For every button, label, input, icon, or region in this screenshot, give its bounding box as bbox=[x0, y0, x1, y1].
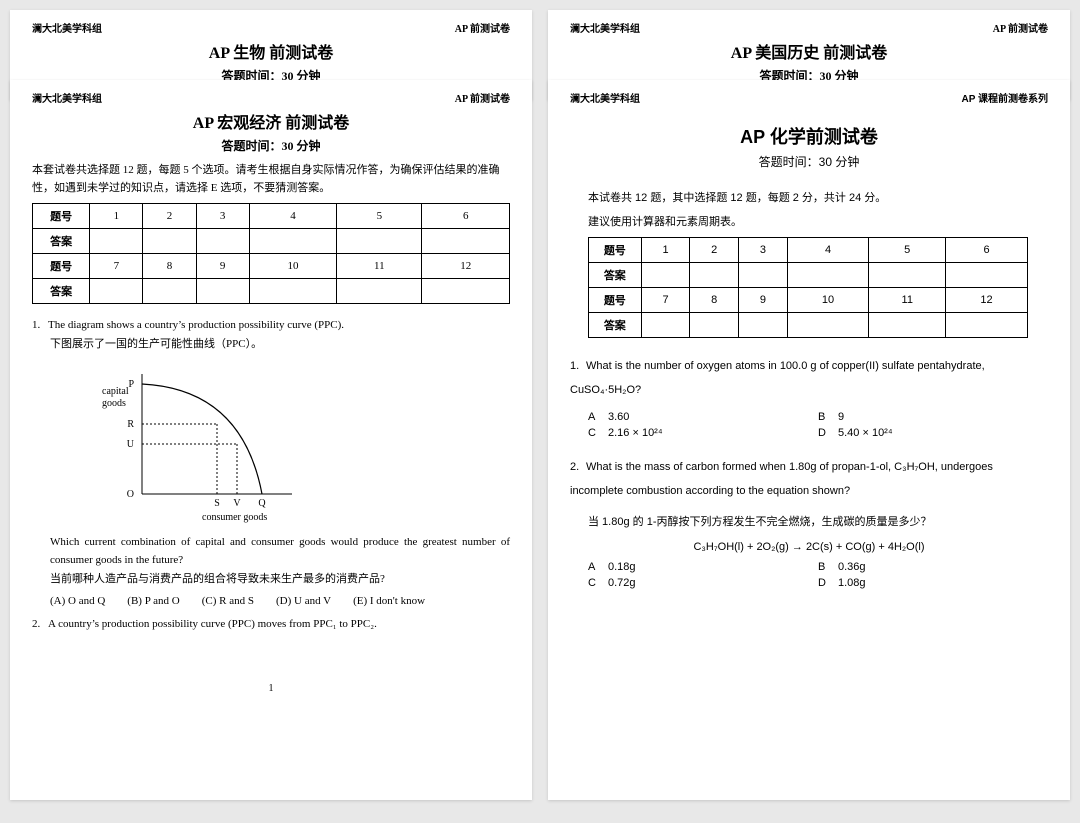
q1-options: (A) O and Q (B) P and O (C) R and S (D) … bbox=[32, 595, 510, 607]
chem-q2: 2.What is the mass of carbon formed when… bbox=[570, 455, 1048, 503]
svg-text:O: O bbox=[127, 489, 134, 500]
chem-q2-cn: 当 1.80g 的 1-丙醇按下列方程发生不完全燃烧，生成碳的质量是多少？ bbox=[570, 511, 1048, 533]
q1-ask-cn: 当前哪种人造产品与消费产品的组合将导致未来生产最多的消费产品? bbox=[32, 570, 510, 589]
bio-title: AP 生物 前测试卷 bbox=[32, 39, 510, 63]
svg-text:U: U bbox=[127, 439, 135, 450]
chem-q1: 1.What is the number of oxygen atoms in … bbox=[570, 354, 1048, 402]
answer-table: 题号 123 456 答案 题号 789 101112 答案 bbox=[32, 203, 510, 304]
econ-time: 答题时间：30 分钟 bbox=[32, 137, 510, 154]
org: 澜大北美学科组 bbox=[32, 90, 102, 105]
chem-q1-opts-ab: A3.60 B9 bbox=[570, 411, 1048, 423]
chem-q1-opts-cd: C2.16 × 10²⁴ D5.40 × 10²⁴ bbox=[570, 427, 1048, 439]
svg-text:capital: capital bbox=[102, 386, 129, 397]
svg-text:V: V bbox=[233, 498, 241, 509]
econ-title: AP 宏观经济 前测试卷 bbox=[32, 109, 510, 133]
econ-intro: 本套试卷共选择题 12 题，每题 5 个选项。请考生根据自身实际情况作答，为确保… bbox=[32, 162, 510, 197]
chem-q2-opts-cd: C0.72g D1.08g bbox=[570, 577, 1048, 589]
macroecon-page: 澜大北美学科组 AP 前测试卷 AP 宏观经济 前测试卷 答题时间：30 分钟 … bbox=[10, 80, 532, 800]
tag: AP 前测试卷 bbox=[993, 20, 1048, 35]
left-half: 澜大北美学科组 AP 前测试卷 AP 生物 前测试卷 答题时间：30 分钟 澜大… bbox=[10, 10, 532, 813]
tag: AP 前测试卷 bbox=[455, 90, 510, 105]
org: 澜大北美学科组 bbox=[32, 20, 102, 35]
svg-text:R: R bbox=[127, 419, 134, 430]
tag: AP 前测试卷 bbox=[455, 20, 510, 35]
chem-time: 答题时间：30 分钟 bbox=[570, 153, 1048, 170]
svg-text:Q: Q bbox=[258, 498, 266, 509]
chem-answer-table: 题号 123 456 答案 题号 789 101112 答案 bbox=[588, 237, 1028, 338]
chem-title: AP 化学前测试卷 bbox=[570, 123, 1048, 149]
q1: 1.The diagram shows a country’s producti… bbox=[32, 316, 510, 353]
q1-ask-en: Which current combination of capital and… bbox=[32, 533, 510, 570]
q2: 2.A country’s production possibility cur… bbox=[32, 615, 510, 634]
hist-title: AP 美国历史 前测试卷 bbox=[570, 39, 1048, 63]
chem-q2-eq: C₃H₇OH(l) + 2O₂(g) → 2C(s) + CO(g) + 4H₂… bbox=[570, 541, 1048, 553]
tag: AP 课程前测卷系列 bbox=[962, 90, 1049, 105]
page-number: 1 bbox=[32, 683, 510, 694]
svg-text:P: P bbox=[128, 379, 134, 390]
svg-text:S: S bbox=[214, 498, 220, 509]
svg-text:goods: goods bbox=[102, 398, 126, 409]
chem-intro1: 本试卷共 12 题，其中选择题 12 题，每题 2 分，共计 24 分。 bbox=[570, 190, 1048, 208]
org: 澜大北美学科组 bbox=[570, 20, 640, 35]
chemistry-page: 澜大北美学科组 AP 课程前测卷系列 AP 化学前测试卷 答题时间：30 分钟 … bbox=[548, 80, 1070, 800]
chem-q2-opts-ab: A0.18g B0.36g bbox=[570, 561, 1048, 573]
org: 澜大北美学科组 bbox=[570, 90, 640, 105]
svg-text:consumer goods: consumer goods bbox=[202, 512, 267, 523]
right-half: 澜大北美学科组 AP 前测试卷 AP 美国历史 前测试卷 答题时间：30 分钟 … bbox=[548, 10, 1070, 813]
ppc-chart: P R U O S V Q capital goods consumer goo… bbox=[92, 364, 510, 527]
chem-intro2: 建议使用计算器和元素周期表。 bbox=[570, 214, 1048, 232]
